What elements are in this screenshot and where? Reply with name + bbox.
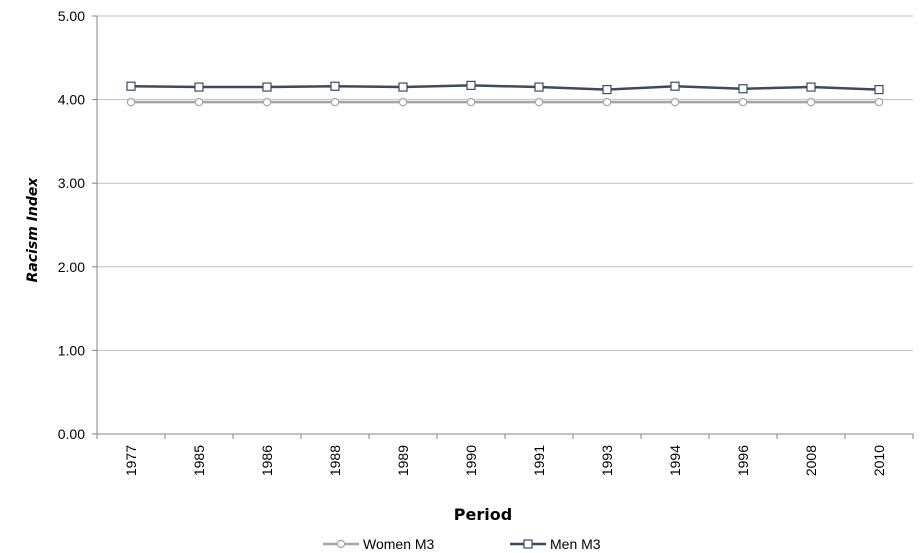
gridlines	[92, 15, 913, 435]
x-tick-label: 1986	[259, 445, 275, 476]
data-point	[670, 97, 680, 107]
data-point	[466, 97, 476, 107]
x-tick-label: 1993	[599, 445, 615, 476]
x-tick-label: 2010	[871, 445, 887, 476]
data-point	[806, 82, 816, 92]
legend: Women M3 Men M3	[323, 536, 601, 552]
x-tick-label: 1989	[395, 445, 411, 476]
x-tick-label: 1988	[327, 445, 343, 476]
legend-marker	[523, 539, 533, 549]
x-axis-title: Period	[454, 505, 512, 524]
data-point	[398, 97, 408, 107]
data-point	[534, 82, 544, 92]
data-point	[874, 84, 884, 95]
x-tick-label: 1991	[531, 445, 547, 476]
y-tick-label: 2.00	[58, 259, 85, 275]
series-layer	[126, 80, 884, 107]
y-axis-title: Racism Index	[25, 177, 41, 283]
y-tick-label: 4.00	[58, 92, 85, 108]
data-point	[398, 82, 408, 92]
series-1	[126, 97, 884, 107]
data-point	[262, 97, 272, 107]
x-tick-label: 2008	[803, 445, 819, 476]
y-tick-label: 3.00	[58, 175, 85, 191]
y-tick-labels: 0.00 1.00 2.00 3.00 4.00 5.00	[58, 8, 85, 442]
data-point	[194, 82, 204, 92]
data-point	[262, 82, 272, 92]
data-point	[806, 97, 816, 107]
series-2	[126, 80, 884, 95]
y-tick-label: 5.00	[58, 8, 85, 24]
x-tick-label: 1977	[123, 445, 139, 476]
y-tick-label: 1.00	[58, 342, 85, 358]
data-point	[874, 97, 884, 107]
data-point	[126, 81, 136, 91]
data-point	[126, 97, 136, 107]
x-tick-label: 1990	[463, 445, 479, 476]
x-tick-label: 1985	[191, 445, 207, 476]
data-point	[330, 81, 340, 91]
data-point	[330, 97, 340, 107]
x-tick-label: 1996	[735, 445, 751, 476]
legend-item: Men M3	[510, 536, 601, 552]
data-point	[738, 84, 748, 94]
series-line	[130, 84, 880, 91]
data-point	[466, 80, 476, 90]
data-point	[194, 97, 204, 107]
data-point	[670, 81, 680, 91]
data-point	[738, 97, 748, 107]
data-point	[602, 97, 612, 107]
data-point	[534, 97, 544, 107]
legend-label: Women M3	[363, 536, 435, 552]
axes	[96, 16, 913, 435]
legend-item: Women M3	[323, 536, 435, 552]
x-tick-label: 1994	[667, 445, 683, 476]
y-tick-label: 0.00	[58, 426, 85, 442]
data-point	[602, 84, 612, 95]
legend-label: Men M3	[550, 536, 601, 552]
legend-marker	[336, 539, 346, 549]
x-tick-labels: 1977 1985 1986 1988 1989 1990 1991 1993 1994 1996…	[96, 434, 914, 476]
